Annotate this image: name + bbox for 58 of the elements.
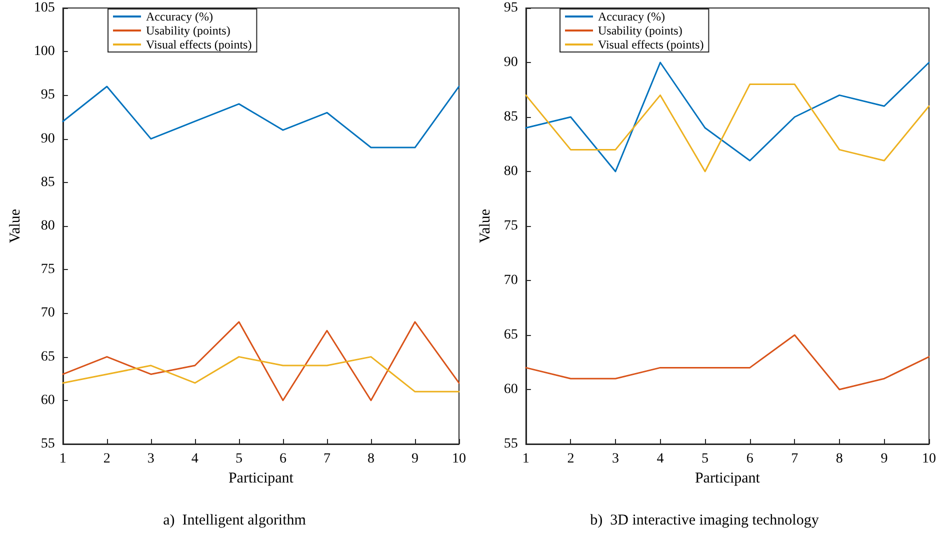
line-series: [525, 334, 930, 390]
y-tick-label: 85: [40, 174, 55, 190]
x-axis-title: Participant: [694, 470, 761, 486]
y-tick-label: 90: [504, 55, 518, 70]
x-tick-label: 4: [656, 452, 664, 466]
line-series: [525, 62, 930, 172]
y-tick-label: 70: [504, 273, 518, 288]
y-tick-label: 95: [504, 0, 518, 16]
legend-label: Usability (points): [146, 24, 230, 38]
x-tick-label: 10: [452, 452, 466, 466]
line-series: [62, 86, 460, 148]
x-tick-label: 2: [567, 452, 574, 466]
x-tick-label: 8: [367, 452, 374, 466]
x-tick-label: 3: [147, 452, 154, 466]
y-tick-label: 55: [40, 436, 55, 452]
y-axis-title: Value: [8, 208, 24, 244]
x-tick-label: 9: [411, 452, 418, 466]
y-tick-label: 60: [504, 382, 518, 397]
line-series: [525, 84, 930, 172]
y-tick-label: 95: [40, 88, 55, 103]
y-tick-label: 65: [40, 349, 55, 364]
text: b) 3D interactive imaging technology: [590, 512, 820, 528]
x-tick-label: 1: [59, 452, 66, 466]
y-tick-label: 65: [504, 328, 518, 342]
y-axis-title: Value: [478, 208, 494, 244]
y-tick-label: 85: [504, 110, 518, 124]
x-tick-label: 6: [279, 452, 286, 466]
y-tick-label: 55: [504, 436, 518, 452]
legend-label: Visual effects (points): [598, 38, 704, 52]
y-tick-label: 70: [40, 306, 55, 321]
y-tick-label: 90: [40, 131, 55, 146]
x-axis-title: Participant: [228, 470, 294, 486]
y-tick-label: 75: [504, 218, 518, 234]
legend-label: Accuracy (%): [146, 10, 213, 24]
x-tick-label: 10: [922, 452, 936, 466]
x-tick-label: 1: [522, 452, 530, 466]
y-tick-label: 75: [40, 262, 55, 278]
legend-label: Visual effects (points): [146, 38, 252, 52]
text: a) Intelligent algorithm: [163, 512, 306, 528]
x-tick-label: 3: [612, 452, 619, 466]
y-tick-label: 80: [504, 164, 518, 179]
x-tick-label: 7: [323, 452, 330, 466]
x-tick-label: 6: [746, 452, 754, 466]
legend-label: Usability (points): [598, 24, 682, 38]
line-series: [62, 321, 460, 402]
x-tick-label: 9: [880, 452, 888, 466]
x-tick-label: 5: [235, 452, 242, 466]
legend-label: Accuracy (%): [598, 10, 665, 24]
y-tick-label: 100: [34, 44, 55, 60]
line-series: [62, 356, 460, 392]
y-tick-label: 80: [40, 218, 55, 234]
x-tick-label: 5: [702, 452, 709, 466]
x-tick-label: 2: [103, 452, 110, 466]
x-tick-label: 7: [791, 452, 798, 466]
y-tick-label: 60: [40, 392, 55, 408]
x-tick-label: 4: [191, 452, 198, 466]
y-tick-label: 105: [34, 0, 55, 16]
x-tick-label: 8: [836, 452, 843, 466]
